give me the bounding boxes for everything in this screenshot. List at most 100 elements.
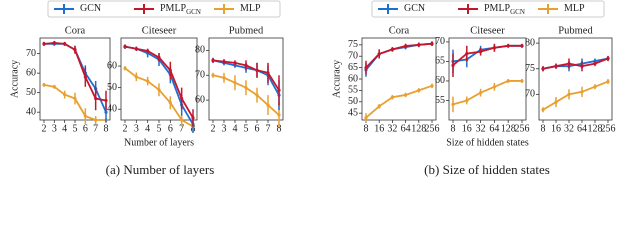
x-axis-label: Number of layers	[124, 137, 194, 148]
point	[465, 98, 469, 103]
point	[42, 42, 46, 46]
point	[73, 96, 77, 101]
point	[277, 88, 281, 92]
legend-label: MLP	[240, 3, 261, 14]
y-tick-label: 65	[348, 62, 358, 73]
point	[180, 118, 184, 122]
x-tick-label: 8	[451, 123, 456, 134]
y-axis-label: Accuracy	[9, 60, 20, 98]
y-tick-label: 60	[195, 94, 205, 105]
legend-label-sub: GCN	[186, 8, 201, 16]
point	[233, 61, 237, 65]
point	[606, 79, 610, 84]
y-tick-label: 60	[107, 60, 117, 71]
legend-label-sub: GCN	[510, 8, 525, 16]
point	[123, 66, 127, 70]
legend-label: PMLPGCN	[484, 3, 525, 15]
plot-area	[538, 37, 613, 121]
y-tick-label: 80	[525, 37, 535, 48]
x-tick-label: 7	[266, 123, 271, 134]
point	[83, 114, 87, 118]
legend-label: MLP	[240, 3, 261, 14]
y-tick-label: 55	[435, 95, 445, 106]
panel-title: Pubmed	[229, 25, 264, 36]
legend-label: PMLP	[160, 3, 187, 14]
point	[134, 47, 138, 51]
point	[52, 85, 56, 89]
plot-area	[120, 37, 198, 121]
plot-area	[361, 37, 437, 121]
x-tick-label: 6	[168, 123, 173, 134]
point	[417, 43, 421, 47]
point	[146, 49, 150, 53]
x-tick-label: 4	[62, 123, 67, 134]
point	[492, 46, 496, 50]
x-tick-label: 8	[364, 123, 369, 134]
point	[83, 75, 87, 79]
point	[211, 73, 215, 77]
x-tick-label: 32	[564, 123, 574, 134]
point	[451, 63, 455, 67]
point	[123, 45, 127, 49]
legend-label: PMLPGCN	[160, 3, 201, 15]
point	[479, 50, 483, 54]
point	[277, 113, 281, 117]
point	[606, 56, 610, 61]
x-tick-label: 64	[577, 123, 587, 134]
point	[146, 79, 150, 83]
legend-label: GCN	[80, 3, 101, 14]
y-tick-label: 50	[107, 82, 117, 93]
x-tick-label: 7	[179, 123, 184, 134]
point	[222, 60, 226, 64]
x-tick-label: 128	[411, 123, 426, 134]
x-tick-label: 8	[277, 123, 282, 134]
y-tick-label: 45	[348, 107, 358, 118]
caption: (b) Size of hidden states	[424, 162, 550, 177]
y-tick-label: 60	[348, 73, 358, 84]
point	[554, 64, 558, 68]
point	[364, 116, 368, 120]
y-tick-label: 40	[107, 104, 117, 115]
x-tick-label: 256	[425, 123, 440, 134]
y-tick-label: 75	[525, 63, 535, 74]
y-tick-label: 75	[348, 39, 358, 50]
point	[465, 52, 469, 56]
plot-area	[448, 37, 527, 121]
legend-label: MLP	[564, 3, 585, 14]
x-tick-label: 5	[73, 123, 78, 134]
point	[377, 104, 381, 108]
x-tick-label: 16	[374, 123, 384, 134]
y-tick-label: 65	[435, 56, 445, 67]
y-tick-label: 55	[348, 85, 358, 96]
x-tick-label: 6	[83, 123, 88, 134]
point	[417, 88, 421, 92]
point	[94, 96, 98, 101]
point	[104, 110, 108, 114]
point	[506, 79, 510, 83]
legend-label: GCN	[404, 3, 425, 14]
x-tick-label: 8	[541, 123, 546, 134]
point	[430, 84, 434, 88]
point	[492, 85, 496, 89]
series-line	[542, 57, 609, 70]
point	[157, 88, 161, 92]
point	[520, 44, 524, 48]
point	[593, 62, 597, 66]
caption: (a) Number of layers	[106, 162, 215, 177]
y-tick-label: 50	[348, 96, 358, 107]
legend-label: GCN	[80, 3, 101, 14]
x-tick-label: 3	[222, 123, 227, 134]
point	[157, 55, 161, 60]
point	[567, 92, 571, 96]
panel-title: Pubmed	[558, 25, 593, 36]
y-axis-label: Accuracy	[331, 60, 342, 98]
point	[233, 81, 237, 85]
series-line	[365, 42, 433, 69]
panel-title: Cora	[65, 25, 86, 36]
y-tick-label: 70	[348, 51, 358, 62]
x-tick-label: 16	[462, 123, 472, 134]
point	[180, 96, 184, 101]
x-tick-label: 64	[401, 123, 411, 134]
x-tick-label: 5	[244, 123, 249, 134]
x-tick-label: 6	[255, 123, 260, 134]
